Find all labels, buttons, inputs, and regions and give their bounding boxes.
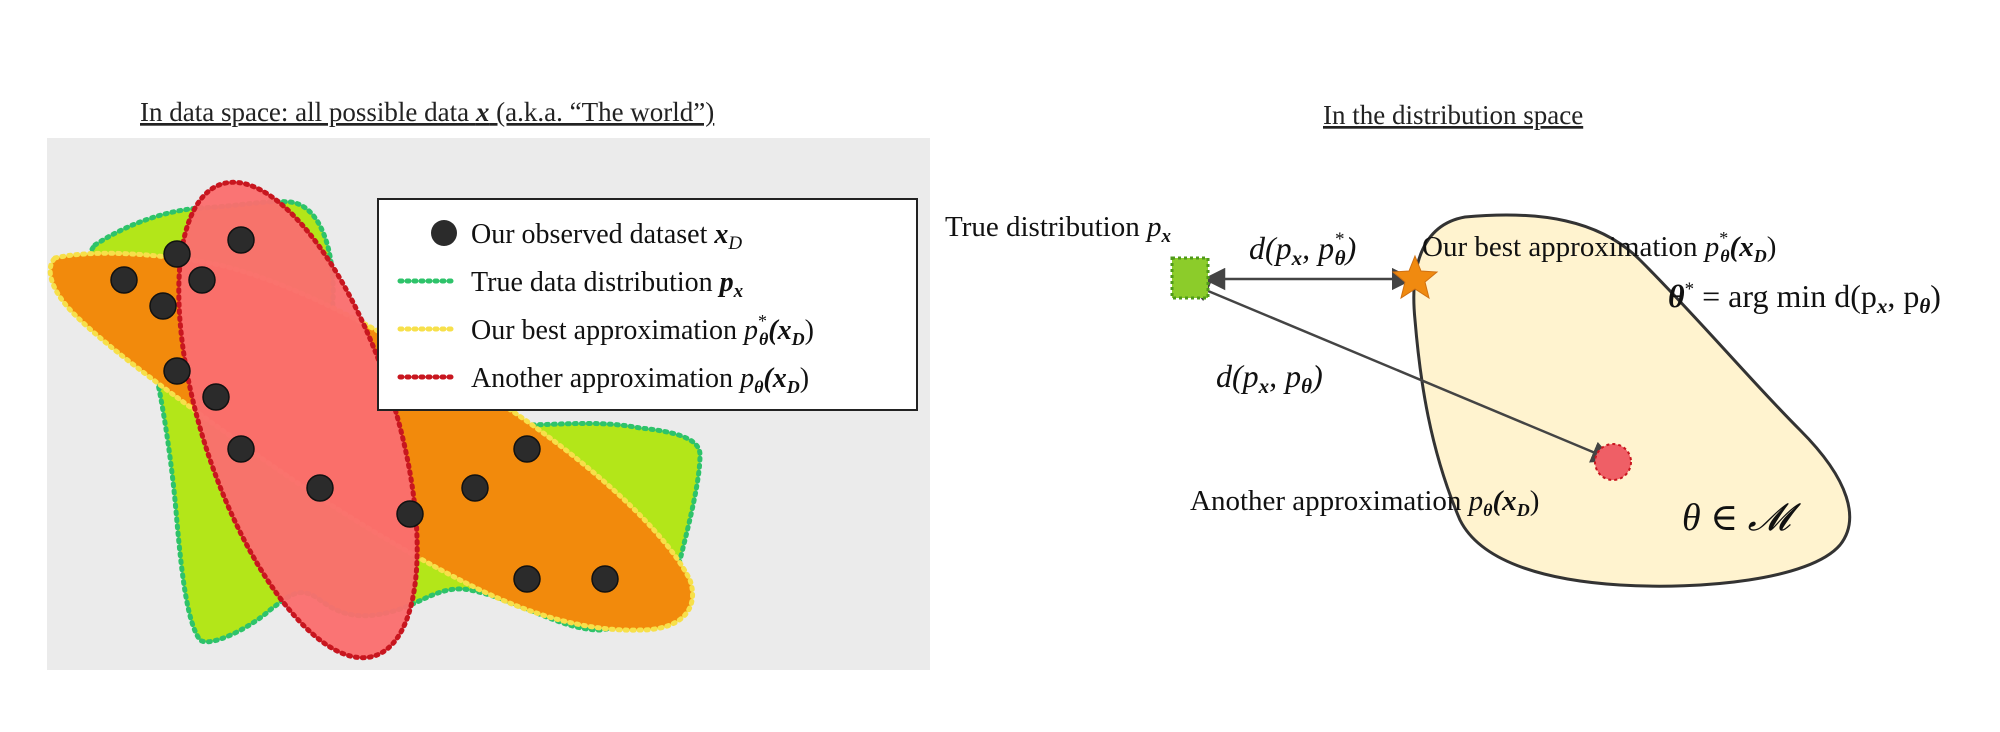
legend-another-label: Another approximation pθ(xD) — [471, 363, 809, 397]
another-approximation-label: Another approximation pθ(xD) — [1190, 485, 1539, 520]
argmin-formula: θ* = arg min d(px, pθ) — [1668, 278, 1941, 318]
data-point — [149, 292, 177, 320]
legend-best-label: Our best approximation p* θ(xD) — [471, 311, 814, 349]
true-distribution-label: True distribution px — [945, 211, 1171, 247]
distance-another-label: d(px, pθ) — [1216, 358, 1323, 398]
data-point — [513, 435, 541, 463]
another-approximation-marker — [1594, 443, 1632, 481]
data-point — [227, 226, 255, 254]
data-point — [513, 565, 541, 593]
data-point — [163, 240, 191, 268]
right-panel-title: In the distribution space — [1323, 100, 1583, 130]
data-point — [163, 357, 191, 385]
distance-best-label: d(px, p* θ) — [1249, 229, 1356, 270]
observed-data-points — [110, 226, 619, 593]
arrow-true-to-another — [1186, 280, 1615, 463]
legend: Our observed dataset xD True data distri… — [377, 198, 918, 411]
best-approximation-label: Our best approximation p* θ(xD) — [1422, 228, 1776, 266]
data-point — [396, 500, 424, 528]
legend-true-label: True data distribution px — [471, 267, 744, 302]
data-point — [110, 266, 138, 294]
true-distribution-marker — [1170, 256, 1210, 300]
data-point — [227, 435, 255, 463]
data-point — [461, 474, 489, 502]
legend-box — [377, 198, 918, 411]
left-panel-title: In data space: all possible data x (a.k.… — [140, 97, 714, 127]
best-approximation-star — [1391, 254, 1439, 300]
data-point — [591, 565, 619, 593]
legend-observed-label: Our observed dataset xD — [471, 219, 742, 254]
data-point — [202, 383, 230, 411]
legend-observed-marker — [431, 220, 457, 246]
model-space-label: θ ∈ 𝓜 — [1682, 497, 1802, 539]
data-point — [188, 266, 216, 294]
data-point — [306, 474, 334, 502]
